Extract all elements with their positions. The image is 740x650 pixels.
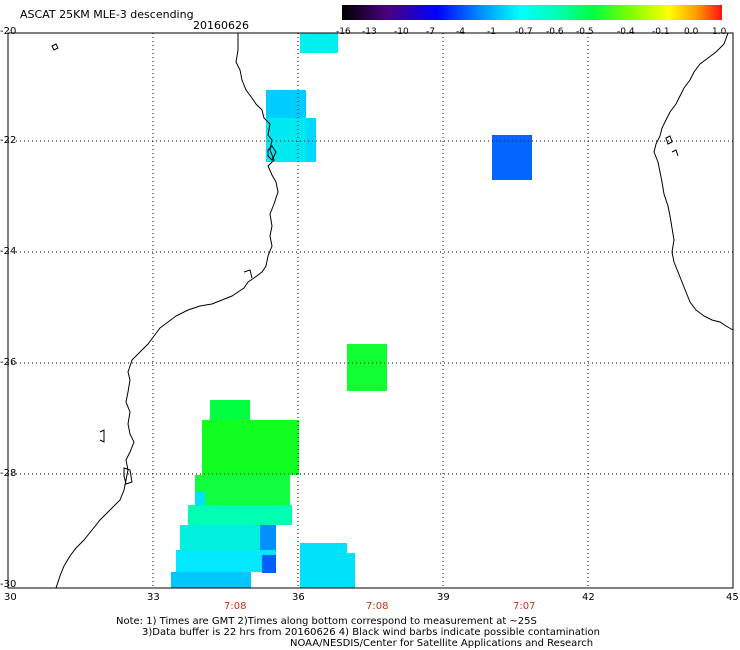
colorbar-label: -4 <box>456 27 465 37</box>
product-date: 20160626 <box>193 19 249 32</box>
data-cell <box>180 525 275 550</box>
colorbar-label: -7 <box>426 27 435 37</box>
colorbar-label: 0.0 <box>684 27 699 37</box>
colorbar <box>342 5 722 20</box>
lon-label: 39 <box>437 592 450 603</box>
lat-label: -26 <box>0 357 17 368</box>
lat-label: -28 <box>0 468 17 479</box>
colorbar-label: -0.4 <box>617 27 635 37</box>
data-cell <box>210 400 250 420</box>
data-cell <box>202 420 299 475</box>
colorbar-label: -0.5 <box>576 27 594 37</box>
data-cell <box>300 33 338 53</box>
data-cell <box>266 90 306 118</box>
note-line-1: Note: 1) Times are GMT 2)Times along bot… <box>116 616 537 627</box>
data-cell <box>492 135 532 180</box>
pass-time: 7:07 <box>513 601 536 612</box>
lon-label: 42 <box>582 592 595 603</box>
colorbar-label: -0.1 <box>652 27 670 37</box>
colorbar-label: -13 <box>362 27 377 37</box>
wind-data-cells <box>171 33 532 588</box>
data-cell <box>188 505 292 525</box>
pass-time: 7:08 <box>366 601 389 612</box>
colorbar-label: -0.6 <box>546 27 564 37</box>
colorbar-label: 1.0 <box>712 27 727 37</box>
data-cell <box>195 475 290 505</box>
colorbar-label: -1 <box>487 27 496 37</box>
colorbar-label: -10 <box>394 27 409 37</box>
data-cell <box>347 553 355 588</box>
data-cell <box>195 492 205 506</box>
lon-label: 33 <box>147 592 160 603</box>
lat-label: -22 <box>0 135 17 146</box>
data-cell <box>260 525 276 550</box>
data-cell <box>306 118 316 162</box>
note-line-2: 3)Data buffer is 22 hrs from 20160626 4)… <box>142 627 600 638</box>
colorbar-label: -0.7 <box>515 27 533 37</box>
lon-label: 30 <box>4 592 17 603</box>
note-line-3: NOAA/NESDIS/Center for Satellite Applica… <box>290 638 594 649</box>
lat-label: -20 <box>0 26 17 37</box>
lat-label: -30 <box>0 579 17 590</box>
lon-label: 45 <box>726 592 739 603</box>
colorbar-label: -16 <box>336 27 351 37</box>
colorbar-gradient <box>342 5 722 20</box>
data-cell <box>300 543 347 588</box>
map-frame <box>7 32 734 589</box>
pass-time: 7:08 <box>224 601 247 612</box>
coastline <box>51 32 734 589</box>
lon-label: 36 <box>292 592 305 603</box>
data-cell <box>347 344 387 391</box>
grid-lines <box>8 33 733 588</box>
data-cell <box>176 550 276 572</box>
product-title: ASCAT 25KM MLE-3 descending <box>20 8 194 21</box>
lat-label: -24 <box>0 246 17 257</box>
data-cell <box>171 572 251 588</box>
data-cell <box>262 555 276 573</box>
